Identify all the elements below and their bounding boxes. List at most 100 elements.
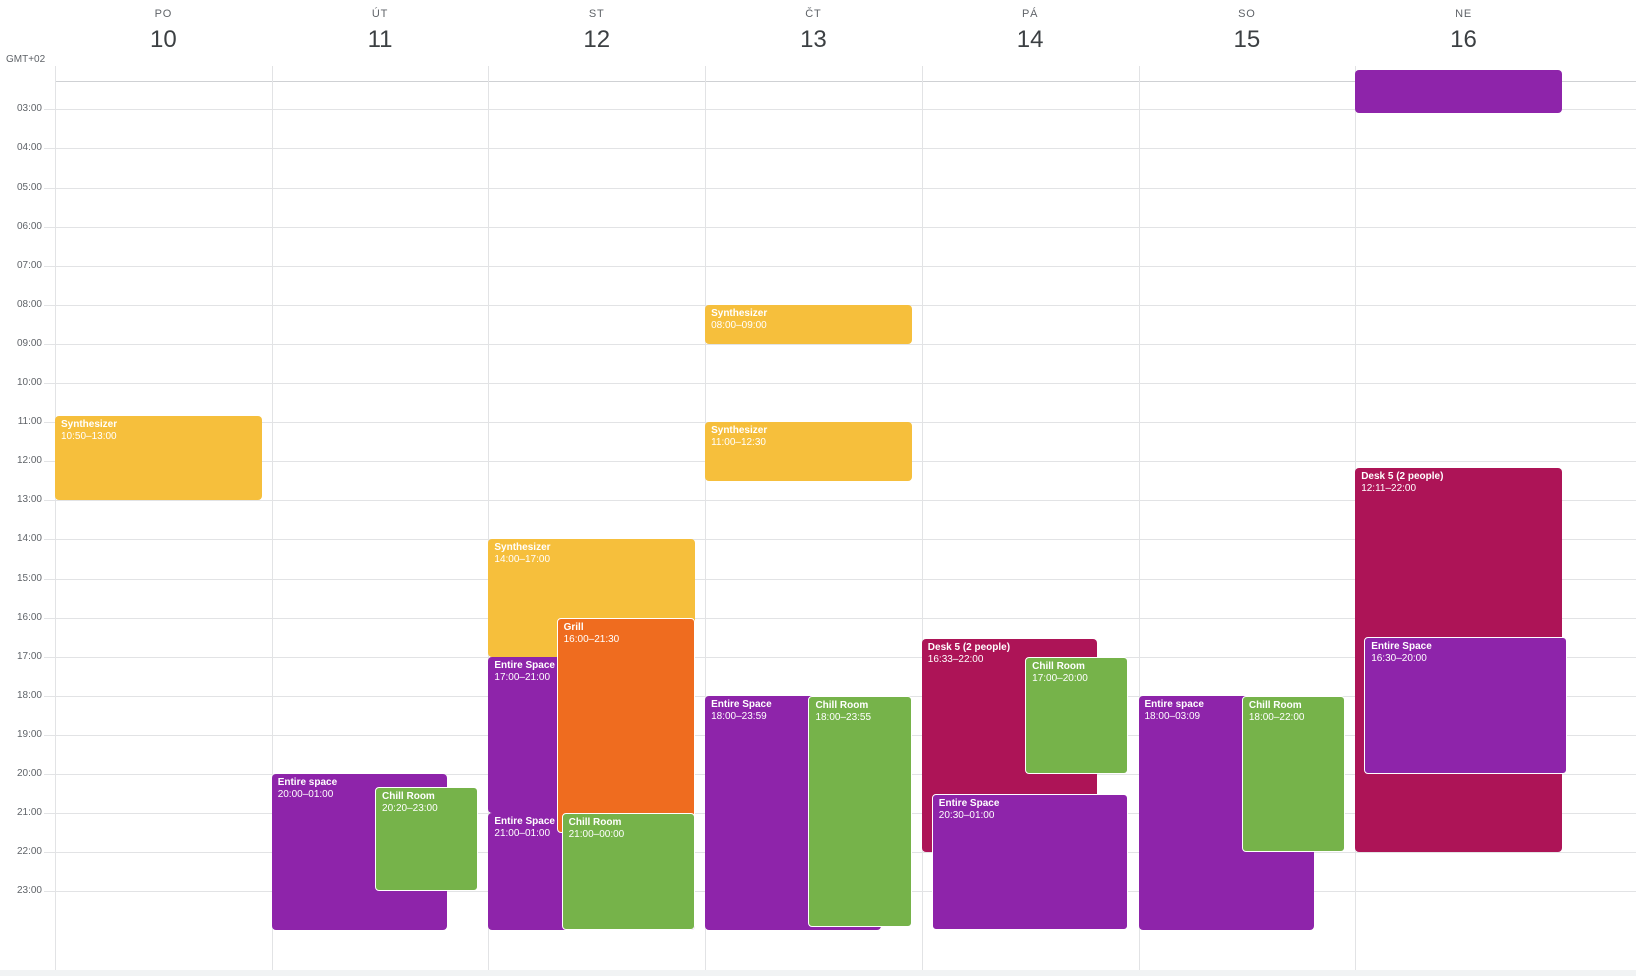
calendar-event[interactable]: Synthesizer 10:50–13:00 [55, 415, 262, 501]
day-number[interactable]: 12 [583, 26, 611, 53]
event-title: Entire Space [938, 797, 1000, 809]
day-column-divider [271, 66, 273, 970]
hour-label: 06:00 [16, 220, 42, 232]
header-divider [55, 81, 1636, 82]
hour-gridline [44, 187, 1636, 189]
event-time: 16:33–22:00 [927, 654, 984, 666]
calendar-event[interactable]: Chill Room 21:00–00:00 [561, 813, 696, 931]
day-header-4[interactable]: PÁ 14 [922, 0, 1139, 54]
calendar-event[interactable]: Synthesizer 08:00–09:00 [705, 304, 912, 344]
day-header-1[interactable]: ÚT 11 [272, 0, 489, 54]
event-time: 11:00–12:30 [711, 437, 766, 449]
hour-label: 14:00 [16, 533, 42, 545]
event-title: Synthesizer [61, 418, 118, 430]
hour-label: 23:00 [16, 885, 42, 897]
hour-gridline [44, 109, 1636, 111]
event-title: Grill [563, 621, 584, 633]
event-time: 12:11–22:00 [1361, 483, 1417, 495]
event-time: 16:30–20:00 [1371, 653, 1427, 665]
hour-label: 21:00 [16, 807, 42, 819]
day-column-divider [705, 66, 707, 970]
day-of-week: ČT [805, 8, 822, 20]
day-of-week: PO [154, 8, 173, 20]
event-time: 18:00–22:00 [1248, 711, 1305, 723]
hour-label: 05:00 [16, 181, 42, 193]
hour-gridline [44, 578, 1636, 580]
day-column-divider [1138, 66, 1140, 970]
hour-label: 04:00 [16, 142, 42, 154]
day-number[interactable]: 16 [1450, 26, 1477, 53]
calendar-event[interactable]: Chill Room 18:00–22:00 [1241, 695, 1346, 853]
event-title: Desk 5 (2 people) [927, 642, 1011, 654]
day-number[interactable]: 13 [800, 26, 827, 53]
day-header-0[interactable]: PO 10 [55, 0, 272, 54]
event-time: 17:00–21:00 [494, 671, 551, 683]
hour-label: 10:00 [16, 377, 42, 389]
hour-label: 15:00 [16, 572, 42, 584]
hour-label: 19:00 [16, 728, 42, 740]
hour-gridline [44, 226, 1636, 228]
hour-label: 03:00 [16, 103, 42, 115]
day-of-week: ÚT [371, 8, 389, 20]
hour-label: 08:00 [16, 298, 42, 310]
event-time: 18:00–03:09 [1144, 710, 1201, 722]
calendar-event[interactable]: Entire Space 16:30–20:00 [1364, 637, 1567, 775]
day-of-week: PÁ [1022, 8, 1039, 20]
hour-label: 16:00 [16, 611, 42, 623]
hour-label: 07:00 [16, 259, 42, 271]
hour-gridline [44, 148, 1636, 150]
event-time: 14:00–17:00 [494, 554, 551, 566]
event-title: Synthesizer [494, 542, 551, 554]
hour-gridline [44, 343, 1636, 345]
event-title: Chill Room [1248, 699, 1302, 711]
hour-label: 18:00 [16, 689, 42, 701]
hour-gridline [44, 539, 1636, 541]
hour-gridline [44, 265, 1636, 267]
hour-gridline [44, 383, 1636, 385]
day-column-divider [488, 66, 490, 970]
event-time: 16:00–21:30 [563, 633, 620, 645]
hour-label: 22:00 [16, 846, 42, 858]
calendar-event[interactable]: Synthesizer 11:00–12:30 [705, 422, 912, 481]
day-of-week: NE [1455, 8, 1472, 20]
event-title: Entire Space [1371, 641, 1432, 653]
event-time: 20:20–23:00 [382, 803, 438, 815]
calendar-event[interactable]: Chill Room 20:20–23:00 [375, 787, 479, 892]
day-column-divider [921, 66, 923, 970]
day-number[interactable]: 11 [367, 26, 393, 53]
event-time: 21:00–00:00 [568, 829, 625, 841]
day-header-3[interactable]: ČT 13 [705, 0, 922, 54]
hour-label: 12:00 [16, 455, 42, 467]
calendar-event[interactable] [1355, 70, 1562, 114]
event-time: 20:30–01:00 [938, 809, 995, 821]
hour-label: 17:00 [16, 650, 42, 662]
event-time: 08:00–09:00 [711, 319, 767, 331]
event-time: 18:00–23:59 [711, 710, 767, 722]
hour-label: 20:00 [16, 768, 42, 780]
day-header-2[interactable]: ST 12 [488, 0, 705, 54]
event-title: Chill Room [1032, 660, 1085, 672]
hour-gridline [44, 500, 1636, 502]
calendar-event[interactable]: Entire Space 20:30–01:00 [931, 793, 1129, 931]
calendar-event[interactable]: Chill Room 17:00–20:00 [1025, 656, 1129, 775]
day-of-week: ST [588, 8, 605, 20]
calendar-event[interactable]: Chill Room 18:00–23:55 [808, 695, 912, 928]
hour-gridline [44, 656, 1636, 658]
event-time: 20:00–01:00 [277, 789, 334, 801]
day-number[interactable]: 10 [149, 26, 177, 53]
timezone-label: GMT+02 [6, 54, 46, 65]
event-time: 17:00–20:00 [1032, 672, 1088, 684]
event-time: 21:00–01:00 [494, 828, 551, 840]
day-header-6[interactable]: NE 16 [1355, 0, 1572, 54]
event-title: Chill Room [568, 817, 622, 829]
calendar-event[interactable]: Grill 16:00–21:30 [556, 617, 696, 833]
day-number[interactable]: 15 [1233, 26, 1261, 53]
event-title: Synthesizer [711, 425, 768, 437]
event-title: Chill Room [382, 791, 435, 803]
day-header-5[interactable]: SO 15 [1139, 0, 1356, 54]
hour-label: 11:00 [17, 416, 42, 428]
day-number[interactable]: 14 [1016, 26, 1044, 53]
event-time: 18:00–23:55 [815, 711, 872, 723]
bottom-strip [0, 970, 1636, 976]
